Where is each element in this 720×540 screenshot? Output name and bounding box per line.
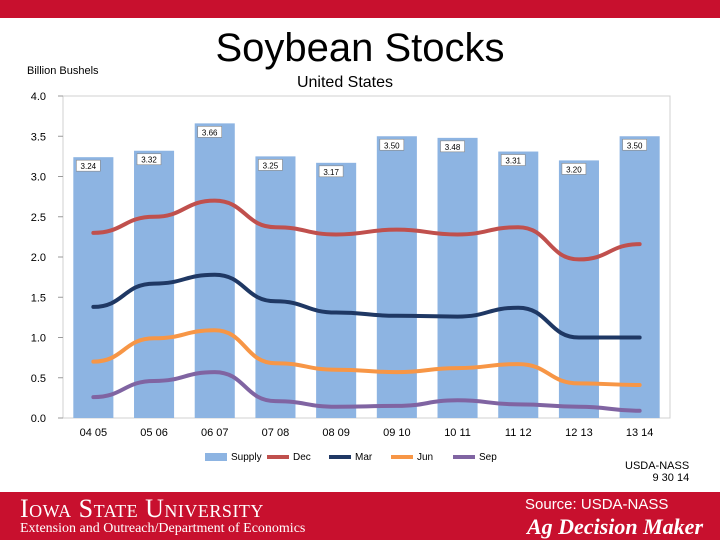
- x-tick-label: 10 11: [444, 427, 471, 439]
- supply-bar: [316, 162, 357, 418]
- x-tick-label: 05 06: [140, 427, 168, 439]
- series-line-dec: [91, 198, 642, 262]
- soybean-stocks-chart: Billion Bushels United States 0.0 0.5 1.0 1…: [27, 65, 671, 463]
- bar-value-label: 3.17: [323, 168, 339, 177]
- bar-value-label: 3.31: [505, 157, 521, 166]
- iowa-state-logo: Iowa State University: [20, 494, 264, 524]
- legend-label: Jun: [417, 452, 433, 463]
- bar-label-box: [318, 165, 344, 178]
- y-tick-label: 2.5: [31, 212, 46, 224]
- usda-note-line2: 9 30 14: [652, 472, 690, 484]
- y-tick-label: 0.0: [31, 413, 46, 425]
- bar-value-label: 3.25: [263, 161, 279, 170]
- y-tick-label: 3.0: [31, 172, 46, 184]
- top-accent-bar: [0, 0, 720, 18]
- bar-label-box: [136, 153, 162, 166]
- extension-text: Extension and Outreach/Department of Eco…: [20, 521, 306, 536]
- legend-swatch-dec: [267, 455, 289, 459]
- series-line-sep: [91, 370, 642, 413]
- slide-title: Soybean Stocks: [215, 26, 505, 70]
- legend-swatch-sep: [453, 455, 475, 459]
- x-tick-label: 12 13: [565, 427, 593, 439]
- bar-value-label: 3.66: [202, 128, 218, 137]
- x-tick-label: 06 07: [201, 427, 229, 439]
- bar-value-label: 3.48: [445, 143, 461, 152]
- supply-bar: [376, 136, 417, 418]
- series-line-jun: [91, 328, 642, 387]
- footer-bar: Iowa State University Extension and Outr…: [0, 492, 720, 540]
- supply-bar: [437, 137, 478, 419]
- bar-label-box: [561, 163, 587, 175]
- supply-bar: [619, 136, 660, 418]
- x-tick-label: 08 09: [322, 427, 350, 439]
- y-tick-label: 3.5: [31, 131, 46, 143]
- chart-container: Billion Bushels United States 0.0 0.5 1.0 1…: [0, 60, 720, 490]
- y-tick-label: 4.0: [31, 91, 46, 103]
- source-label: Source: USDA-NASS: [525, 496, 669, 513]
- bar-value-label: 3.50: [384, 141, 400, 150]
- bar-value-label: 3.32: [141, 156, 157, 165]
- legend-swatch-mar: [329, 455, 351, 459]
- x-tick-label: 13 14: [626, 427, 654, 439]
- y-tick-label: 1.5: [31, 292, 46, 304]
- bar-value-label: 3.20: [566, 165, 582, 174]
- bar-label-box: [500, 154, 526, 166]
- bar-label-box: [258, 159, 283, 171]
- supply-bar: [73, 157, 114, 418]
- ag-decision-maker-logo: Ag Decision Maker: [527, 514, 703, 539]
- legend-label: Sep: [479, 452, 497, 463]
- series-line-mar: [91, 272, 642, 340]
- bar-label-box: [76, 159, 101, 172]
- bar-label-box: [379, 138, 405, 151]
- supply-bar: [255, 156, 296, 418]
- chart-title: United States: [297, 74, 393, 91]
- supply-bar: [498, 151, 539, 419]
- legend-label: Dec: [293, 452, 311, 463]
- university-name: Iowa State University: [20, 494, 264, 523]
- y-axis-label: Billion Bushels: [27, 65, 99, 77]
- x-tick-label: 07 08: [262, 427, 290, 439]
- y-tick-label: 2.0: [31, 252, 46, 264]
- legend-swatch-supply: [205, 453, 227, 461]
- y-tick-label: 1.0: [31, 333, 46, 345]
- x-tick-label: 04 05: [80, 427, 108, 439]
- legend-swatch-jun: [391, 455, 413, 459]
- supply-bar: [194, 123, 235, 418]
- usda-nass-note: USDA-NASS 9 30 14: [625, 460, 689, 484]
- supply-bar: [558, 160, 599, 418]
- usda-note-line1: USDA-NASS: [625, 460, 690, 472]
- bar-label-box: [622, 138, 647, 151]
- y-tick-label: 0.5: [31, 373, 46, 385]
- x-tick-label: 09 10: [383, 427, 411, 439]
- bar-label-box: [197, 126, 223, 138]
- legend-label: Supply: [231, 452, 262, 463]
- legend-label: Mar: [355, 452, 373, 463]
- bar-value-label: 3.50: [627, 141, 643, 150]
- bar-value-label: 3.24: [81, 162, 97, 171]
- bar-label-box: [440, 140, 465, 153]
- x-tick-label: 11 12: [505, 427, 532, 439]
